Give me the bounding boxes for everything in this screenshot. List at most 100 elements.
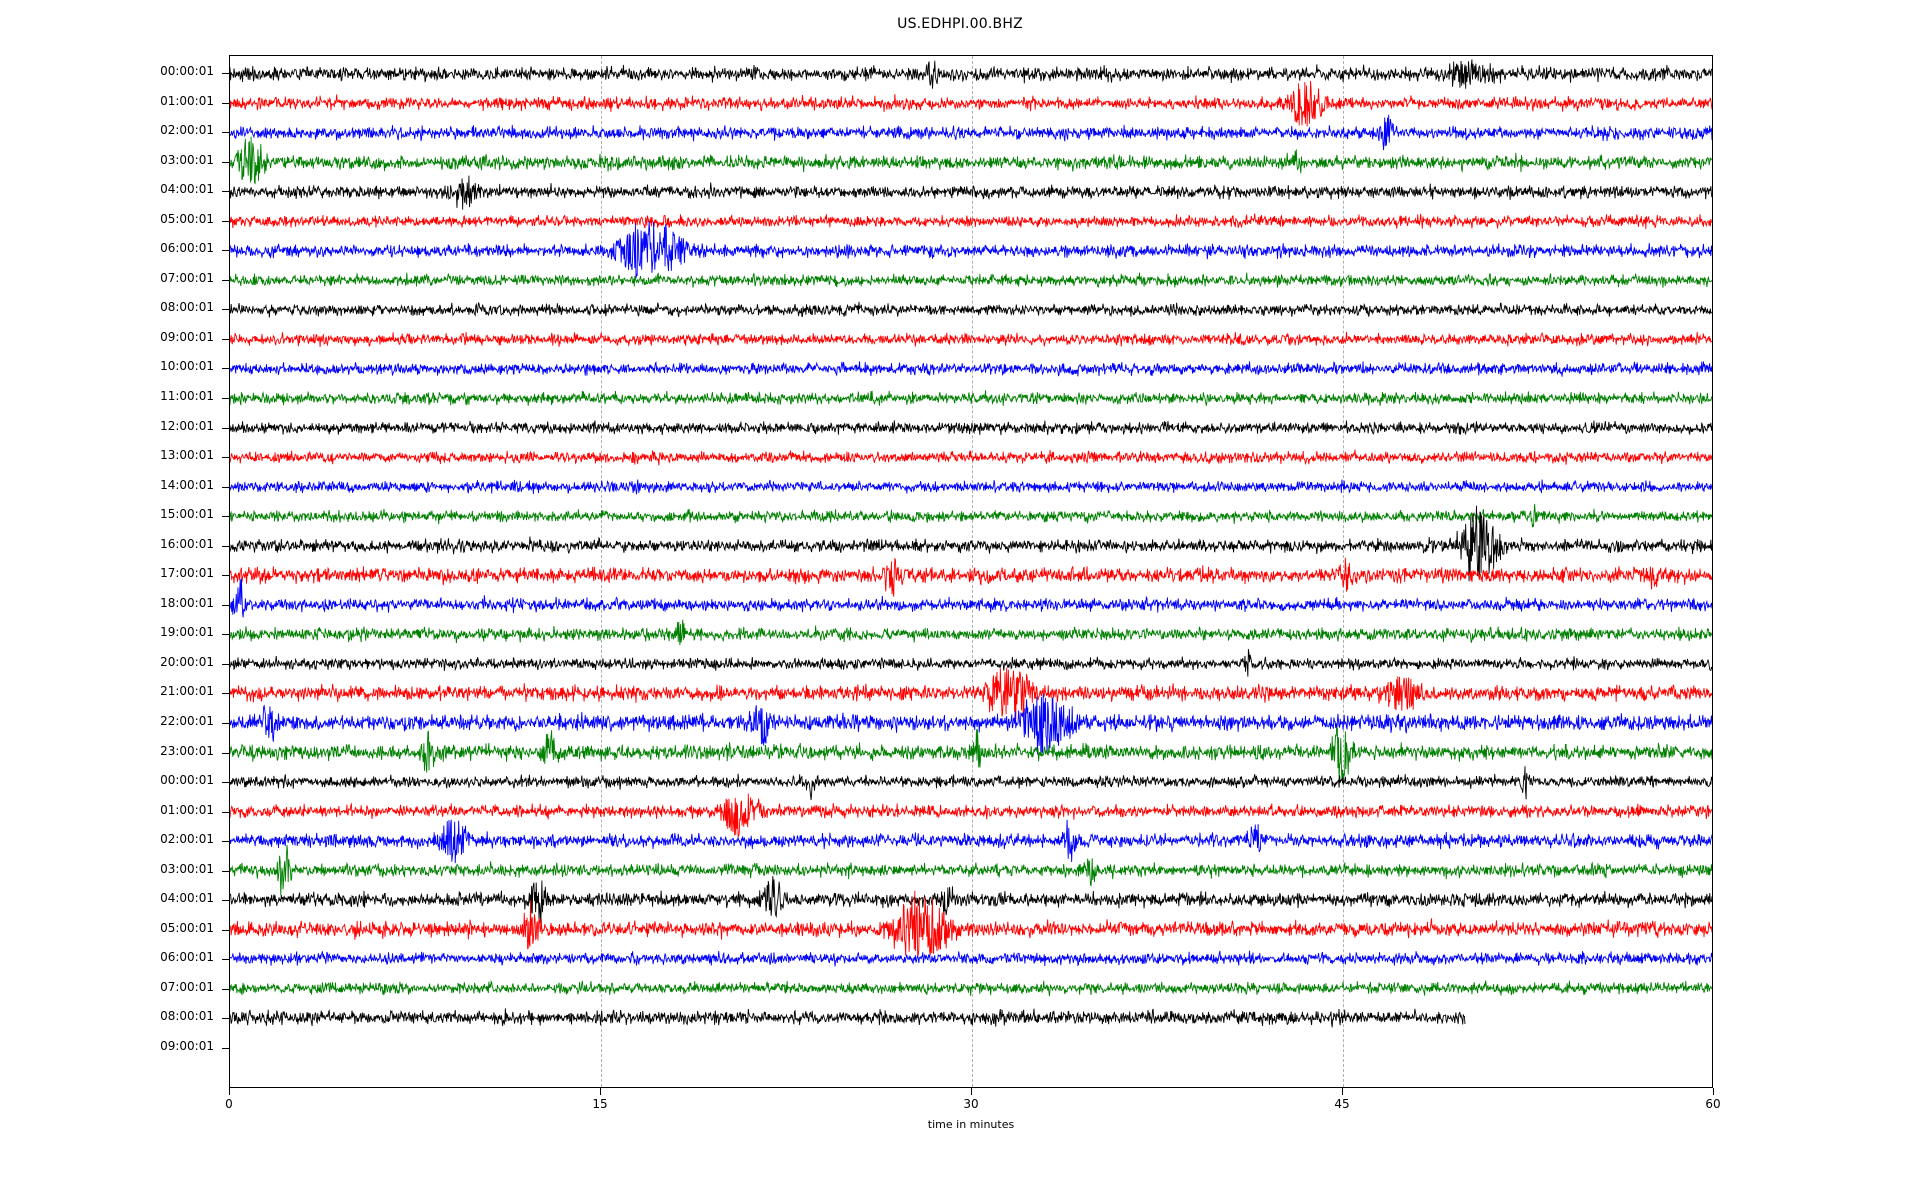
seismic-trace	[230, 221, 1712, 278]
x-tick-label: 45	[1334, 1097, 1350, 1111]
seismic-trace	[230, 390, 1712, 406]
y-tick-mark	[222, 73, 229, 74]
y-tick-mark	[222, 427, 229, 429]
y-tick-mark	[222, 457, 229, 459]
seismic-trace	[230, 450, 1712, 466]
seismic-trace	[230, 420, 1712, 435]
y-tick-label: 05:00:01	[160, 920, 214, 935]
x-tick-mark	[971, 1088, 972, 1095]
y-tick-label: 01:00:01	[160, 802, 214, 817]
y-tick-mark	[222, 220, 229, 222]
y-tick-mark	[222, 782, 229, 784]
y-tick-mark	[222, 900, 229, 902]
gridline-45	[1343, 56, 1344, 1087]
y-tick-mark	[222, 693, 229, 695]
y-tick-label: 17:00:01	[160, 566, 214, 581]
y-tick-mark	[222, 752, 229, 754]
seismic-trace	[230, 81, 1712, 127]
seismic-trace	[230, 332, 1712, 347]
y-tick-label: 01:00:01	[160, 93, 214, 108]
seismic-trace	[230, 820, 1712, 863]
x-tick-mark	[1713, 1088, 1714, 1095]
seismic-trace	[230, 506, 1712, 582]
seismic-trace	[230, 845, 1712, 895]
seismic-trace	[230, 176, 1712, 210]
y-tick-label: 08:00:01	[160, 1009, 214, 1024]
x-tick-mark	[1342, 1088, 1343, 1095]
seismic-trace	[230, 59, 1712, 88]
y-tick-label: 05:00:01	[160, 211, 214, 226]
y-tick-label: 06:00:01	[160, 241, 214, 256]
y-tick-mark	[222, 604, 229, 606]
seismic-trace	[230, 504, 1712, 527]
y-tick-mark	[222, 486, 229, 488]
plot-area	[229, 55, 1713, 1088]
y-tick-label: 21:00:01	[160, 684, 214, 699]
y-tick-label: 15:00:01	[160, 507, 214, 522]
y-tick-label: 03:00:01	[160, 861, 214, 876]
page-title: US.EDHPI.00.BHZ	[897, 16, 1023, 32]
y-tick-label: 07:00:01	[160, 979, 214, 994]
x-tick-mark	[600, 1088, 601, 1095]
x-tick-label: 30	[963, 1097, 979, 1111]
seismic-trace	[230, 766, 1712, 800]
y-tick-mark	[222, 191, 229, 193]
y-tick-label: 07:00:01	[160, 270, 214, 285]
y-tick-mark	[222, 811, 229, 813]
y-tick-mark	[222, 723, 229, 724]
y-tick-mark	[222, 398, 229, 399]
y-tick-label: 23:00:01	[160, 743, 214, 758]
y-tick-mark	[222, 250, 229, 252]
y-tick-label: 11:00:01	[160, 389, 214, 403]
seismic-trace	[230, 361, 1712, 376]
seismic-trace	[230, 620, 1712, 645]
y-tick-label: 09:00:01	[160, 329, 214, 344]
traces-layer	[230, 56, 1712, 1087]
y-tick-mark	[222, 102, 229, 104]
x-tick-label: 15	[592, 1097, 608, 1111]
y-tick-label: 03:00:01	[160, 152, 214, 167]
y-tick-mark	[222, 988, 229, 990]
x-axis: time in minutes 0 15 30 45 60	[225, 1088, 1721, 1148]
y-tick-mark	[222, 279, 229, 281]
seismic-trace	[230, 1008, 1465, 1027]
y-tick-label: 04:00:01	[160, 182, 214, 197]
y-tick-mark	[222, 634, 229, 636]
seismic-trace	[230, 694, 1712, 755]
y-tick-mark	[222, 338, 229, 340]
seismic-trace	[230, 302, 1712, 318]
y-tick-label: 08:00:01	[160, 300, 214, 315]
y-tick-mark	[222, 870, 229, 872]
y-tick-mark	[222, 1048, 229, 1049]
y-tick-label: 14:00:01	[160, 477, 214, 492]
x-tick-label: 0	[225, 1097, 233, 1111]
seismic-trace	[230, 273, 1712, 288]
y-tick-label: 04:00:01	[160, 891, 214, 906]
y-tick-label: 20:00:01	[160, 654, 214, 669]
seismic-trace	[230, 951, 1712, 967]
seismic-trace	[230, 579, 1712, 618]
y-tick-label: 22:00:01	[160, 714, 214, 728]
y-tick-mark	[222, 132, 229, 134]
x-tick-mark	[229, 1088, 230, 1095]
y-axis: 00:00:01 01:00:01 02:00:01 03:00:01 04:00:01…	[0, 55, 229, 1088]
y-tick-label: 09:00:01	[160, 1039, 214, 1053]
y-tick-mark	[222, 161, 229, 163]
seismic-trace	[230, 115, 1712, 150]
x-axis-title: time in minutes	[927, 1118, 1015, 1131]
x-tick-label: 60	[1705, 1097, 1721, 1111]
y-tick-mark	[222, 663, 229, 665]
seismic-trace	[230, 728, 1712, 785]
seismic-trace	[230, 793, 1712, 836]
y-tick-label: 13:00:01	[160, 448, 214, 463]
y-tick-mark	[222, 309, 229, 311]
y-tick-label: 19:00:01	[160, 625, 214, 640]
y-tick-label: 18:00:01	[160, 595, 214, 610]
y-tick-mark	[222, 575, 229, 577]
y-tick-mark	[222, 959, 229, 961]
seismic-trace	[230, 668, 1712, 723]
y-tick-label: 02:00:01	[160, 832, 214, 847]
y-tick-label: 16:00:01	[160, 536, 214, 551]
seismic-trace	[230, 480, 1712, 495]
